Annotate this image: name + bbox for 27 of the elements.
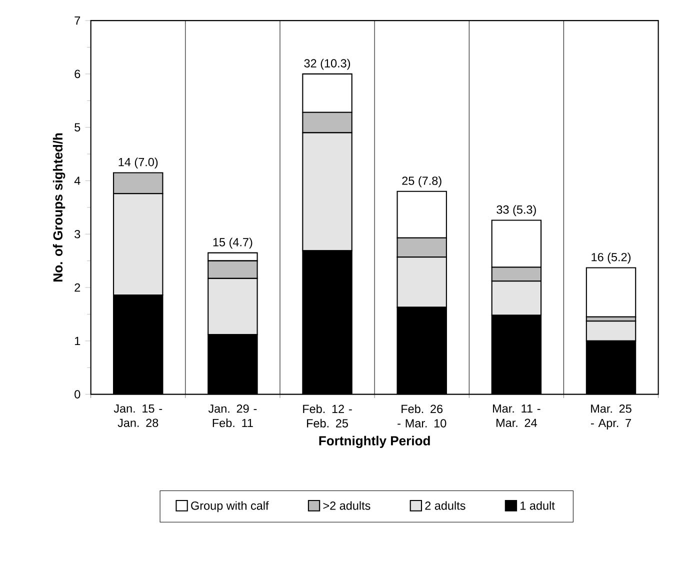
legend-label: Group with calf xyxy=(191,501,269,512)
total-label: 14 (7.0) xyxy=(118,158,158,168)
y-tick-label: 2 xyxy=(74,283,80,292)
x-tick-label: Jan. 29 - Feb. 11 xyxy=(208,404,257,428)
x-tick-label: Jan. 15 - Jan. 28 xyxy=(114,404,162,427)
x-axis-title: Fortnightly Period xyxy=(319,436,430,448)
y-tick-label: 4 xyxy=(74,176,80,185)
legend-label: 2 adults xyxy=(425,501,466,510)
y-tick-label: 1 xyxy=(75,336,80,345)
y-axis-title: No. of Groups sighted/h xyxy=(52,133,66,282)
y-tick-label: 7 xyxy=(74,16,80,25)
y-tick-label: 5 xyxy=(74,123,80,132)
bar xyxy=(586,267,636,318)
legend-label: >2 adults xyxy=(323,501,370,510)
x-tick-label: Mar. 25 - Apr. 7 xyxy=(590,404,632,430)
y-tick-label: 6 xyxy=(74,70,80,78)
total-label: 16 (5.2) xyxy=(592,252,631,264)
x-tick-label: Feb. 26 - Mar. 10 xyxy=(398,404,446,428)
total-label: 15 (4.7) xyxy=(213,238,252,249)
total-label: 32 (10.3) xyxy=(304,58,350,70)
x-tick-label: Mar. 11 - Mar. 24 xyxy=(493,404,540,427)
legend-label: 1 adult xyxy=(520,501,555,510)
total-label: 33 (5.3) xyxy=(496,205,536,216)
y-tick-label: 3 xyxy=(74,230,80,238)
total-label: 25 (7.8) xyxy=(402,176,442,188)
x-tick-label: Feb. 12 - Feb. 25 xyxy=(303,404,352,428)
y-tick-label: 0 xyxy=(74,390,80,398)
